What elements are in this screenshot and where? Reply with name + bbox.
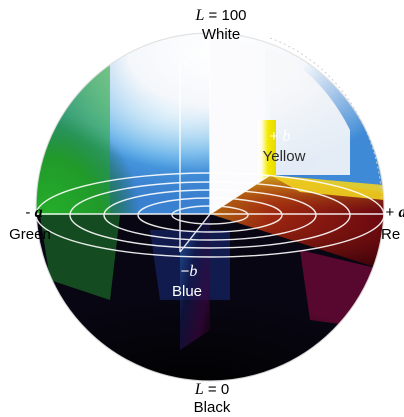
black-label: Black (194, 399, 231, 416)
minus-a-label: - a (25, 204, 42, 221)
minus-b-label: −b (181, 263, 198, 280)
white-label: White (202, 26, 240, 43)
top-l-label: L = 100 (194, 7, 246, 24)
bottom-l-label: L = 0 (194, 381, 229, 398)
sphere-gridlines (35, 32, 385, 382)
yellow-label: Yellow (263, 148, 306, 165)
green-label: Green (9, 226, 51, 243)
red-label: Re (381, 226, 400, 243)
blue-label: Blue (172, 283, 202, 300)
plus-b-label: + b (270, 128, 291, 145)
plus-a-label: + a (386, 204, 404, 221)
